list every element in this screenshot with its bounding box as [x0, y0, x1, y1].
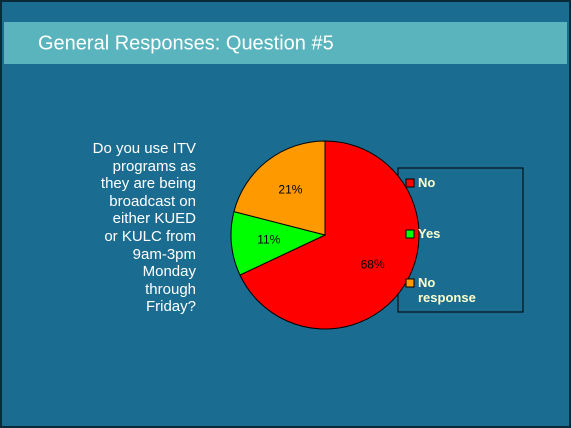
question: Do you use ITV programs as they are being b…	[26, 140, 196, 316]
question-line: programs as	[112, 157, 196, 175]
data-label: 11%	[257, 232, 280, 246]
pie-slice	[239, 140, 420, 330]
legend-swatch	[405, 229, 415, 239]
data-label: 68%	[361, 257, 385, 271]
legend-label: Yes	[418, 226, 441, 241]
question-line: Friday?	[145, 298, 196, 316]
pie-slice	[230, 211, 327, 276]
percent-sign: %	[292, 183, 303, 197]
question-line: either KUED	[112, 210, 196, 228]
legend-label: No response	[418, 275, 476, 305]
question-line: Monday	[142, 263, 196, 281]
title-bar	[4, 22, 567, 64]
question-line: they are being	[100, 175, 196, 193]
legend-label: No	[418, 175, 436, 190]
question-line: Do you use ITV	[92, 140, 196, 157]
percent-sign: %	[374, 257, 385, 271]
data-label: 21%	[278, 183, 302, 197]
question-line: 9am-3pm	[132, 245, 196, 263]
percent-sign: %	[270, 232, 281, 246]
question-line: broadcast on	[109, 192, 196, 210]
question-line: or KULC from	[104, 227, 196, 245]
question-line: through	[145, 280, 196, 298]
chart-title: General Responses: Question #5	[38, 32, 334, 54]
pie-slice	[233, 140, 326, 236]
legend-swatch	[405, 178, 415, 188]
legend-swatch	[405, 278, 415, 288]
